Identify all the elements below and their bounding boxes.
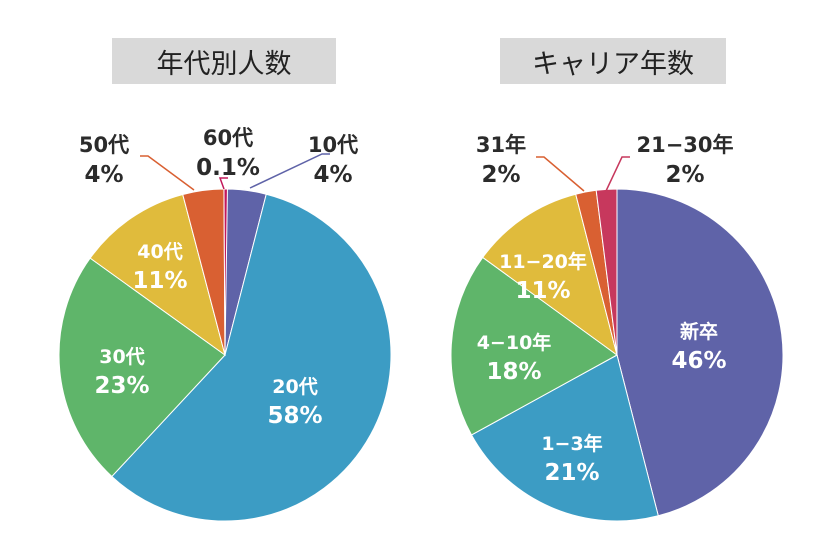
pie-1-label-0: 新卒 bbox=[680, 320, 718, 343]
pie-0-label-0: 10代 bbox=[308, 133, 358, 157]
pie-1-pct-3: 11% bbox=[515, 278, 570, 304]
pie-0-pct-1: 58% bbox=[267, 403, 322, 429]
pie-1-label-1: 1−3年 bbox=[541, 432, 602, 455]
pie-1-leader-5 bbox=[605, 156, 630, 192]
pie-0-slice-2 bbox=[58, 257, 226, 478]
pie-1-leader-4 bbox=[536, 156, 585, 192]
pie-0-label-2: 30代 bbox=[99, 346, 144, 368]
pie-1-label-2: 4−10年 bbox=[477, 331, 552, 354]
pie-0-leader-5 bbox=[218, 177, 228, 190]
pie-1-pct-4: 2% bbox=[481, 162, 520, 188]
chart-title-age: 年代別人数 bbox=[112, 38, 336, 84]
pie-0-leader-4 bbox=[140, 155, 195, 191]
pie-0-label-5: 60代 bbox=[203, 126, 253, 150]
pie-1-slice-3 bbox=[482, 193, 618, 357]
pie-1-slice-1 bbox=[470, 354, 659, 522]
pie-0-leader-0 bbox=[249, 153, 330, 189]
pie-0-pct-3: 11% bbox=[132, 268, 187, 294]
pie-1-pct-2: 18% bbox=[486, 359, 541, 385]
pie-0-slice-3 bbox=[89, 193, 226, 357]
pie-1-pct-0: 46% bbox=[671, 348, 726, 374]
chart-title-career: キャリア年数 bbox=[500, 38, 726, 84]
pie-0-label-3: 40代 bbox=[137, 241, 182, 263]
pie-1-label-3: 11−20年 bbox=[499, 250, 587, 273]
pie-1-slice-0 bbox=[616, 188, 784, 517]
pie-0-pct-4: 4% bbox=[84, 162, 123, 188]
pie-1-pct-5: 2% bbox=[665, 162, 704, 188]
pie-0-label-4: 50代 bbox=[79, 133, 129, 157]
pie-0-pct-5: 0.1% bbox=[196, 155, 260, 181]
pie-0-pct-2: 23% bbox=[94, 373, 149, 399]
pie-1-pct-1: 21% bbox=[544, 460, 599, 486]
pie-1-slice-2 bbox=[450, 256, 618, 436]
pie-0-pct-0: 4% bbox=[313, 162, 352, 188]
pie-0-label-1: 20代 bbox=[272, 376, 317, 398]
pie-0-slice-1 bbox=[111, 193, 392, 522]
pie-1-label-5: 21−30年 bbox=[636, 133, 733, 157]
pie-1-label-4: 31年 bbox=[476, 133, 526, 157]
